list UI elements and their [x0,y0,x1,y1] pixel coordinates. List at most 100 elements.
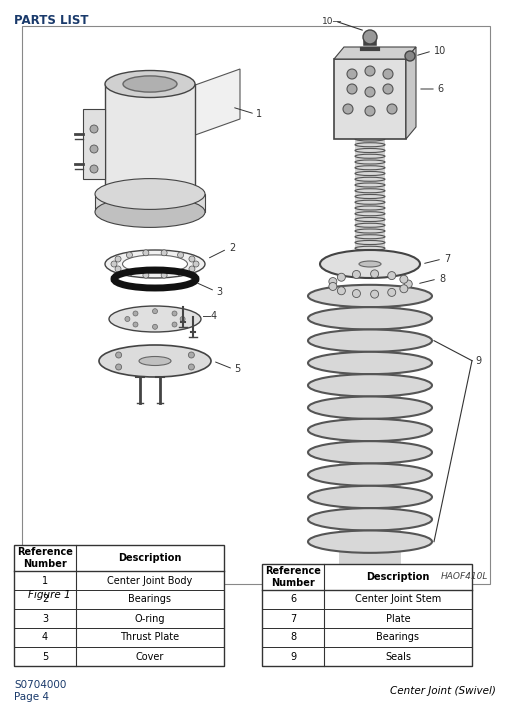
Text: 6: 6 [436,84,442,94]
Circle shape [115,266,121,272]
Ellipse shape [354,223,384,227]
Polygon shape [405,47,415,139]
Circle shape [337,287,345,295]
Bar [95,194,205,212]
Circle shape [352,271,360,278]
Text: Cover: Cover [135,651,164,661]
Bar [333,59,405,139]
Circle shape [328,278,336,286]
Ellipse shape [354,166,384,170]
Text: Bearings: Bearings [376,633,419,643]
Text: Seals: Seals [384,651,410,661]
Ellipse shape [307,374,431,396]
Circle shape [364,87,374,97]
Ellipse shape [307,285,431,307]
Ellipse shape [358,261,380,267]
Ellipse shape [354,241,384,244]
Ellipse shape [354,235,384,238]
Text: 9: 9 [474,356,480,366]
Text: HAOF410L: HAOF410L [440,572,487,581]
Circle shape [143,250,149,256]
Text: 4: 4 [42,633,48,643]
Text: 7: 7 [443,254,449,264]
Circle shape [177,270,183,276]
Circle shape [126,270,132,276]
Ellipse shape [354,200,384,204]
Circle shape [399,285,407,293]
Text: 4: 4 [211,311,217,321]
Text: 1: 1 [42,575,48,585]
Circle shape [133,322,138,327]
Ellipse shape [307,352,431,374]
Text: 10: 10 [433,46,445,56]
Circle shape [328,283,336,291]
Circle shape [399,276,407,283]
Circle shape [386,104,396,114]
Circle shape [370,270,378,278]
Ellipse shape [354,188,384,193]
Ellipse shape [307,396,431,419]
Circle shape [337,273,345,281]
Circle shape [387,271,395,280]
Ellipse shape [354,143,384,147]
Ellipse shape [109,306,201,332]
Circle shape [161,250,167,256]
Text: 2: 2 [42,595,48,605]
Text: S0704000: S0704000 [14,680,66,690]
Circle shape [387,288,395,296]
Ellipse shape [99,345,211,377]
Text: 10—: 10— [321,16,342,26]
Ellipse shape [105,250,205,278]
Circle shape [343,104,352,114]
Ellipse shape [354,183,384,187]
Ellipse shape [354,252,384,256]
Ellipse shape [354,246,384,251]
Circle shape [404,51,414,61]
Circle shape [364,106,374,116]
Circle shape [133,311,138,316]
Text: Plate: Plate [385,613,410,623]
Circle shape [370,290,378,298]
Circle shape [116,364,121,370]
Text: 5: 5 [42,651,48,661]
Circle shape [172,311,177,316]
Circle shape [172,322,177,327]
Circle shape [161,272,167,278]
Ellipse shape [139,356,171,366]
Circle shape [116,352,121,358]
Circle shape [143,272,149,278]
Text: Description: Description [118,553,181,563]
Polygon shape [333,47,415,59]
Ellipse shape [307,441,431,463]
Bar [22,26,489,584]
Ellipse shape [95,196,205,227]
Text: Description: Description [365,572,429,582]
Text: Bearings: Bearings [128,595,171,605]
Ellipse shape [354,206,384,210]
Ellipse shape [307,419,431,441]
Circle shape [192,261,199,267]
Ellipse shape [122,255,187,273]
Ellipse shape [105,71,194,98]
Ellipse shape [354,160,384,164]
Text: 3: 3 [216,287,222,297]
Ellipse shape [307,508,431,531]
Ellipse shape [354,177,384,181]
Ellipse shape [354,194,384,198]
Text: 9: 9 [290,651,296,661]
Circle shape [362,30,376,44]
Ellipse shape [123,76,177,92]
Ellipse shape [307,486,431,508]
Text: 6: 6 [290,595,296,605]
Circle shape [152,308,157,313]
Bar [338,296,400,564]
Ellipse shape [307,307,431,329]
Text: Center Joint Body: Center Joint Body [107,575,192,585]
Ellipse shape [354,218,384,221]
Text: O-ring: O-ring [134,613,165,623]
Circle shape [177,252,183,258]
Bar [262,564,471,666]
Circle shape [188,364,194,370]
Bar [83,109,105,179]
Circle shape [382,69,392,79]
